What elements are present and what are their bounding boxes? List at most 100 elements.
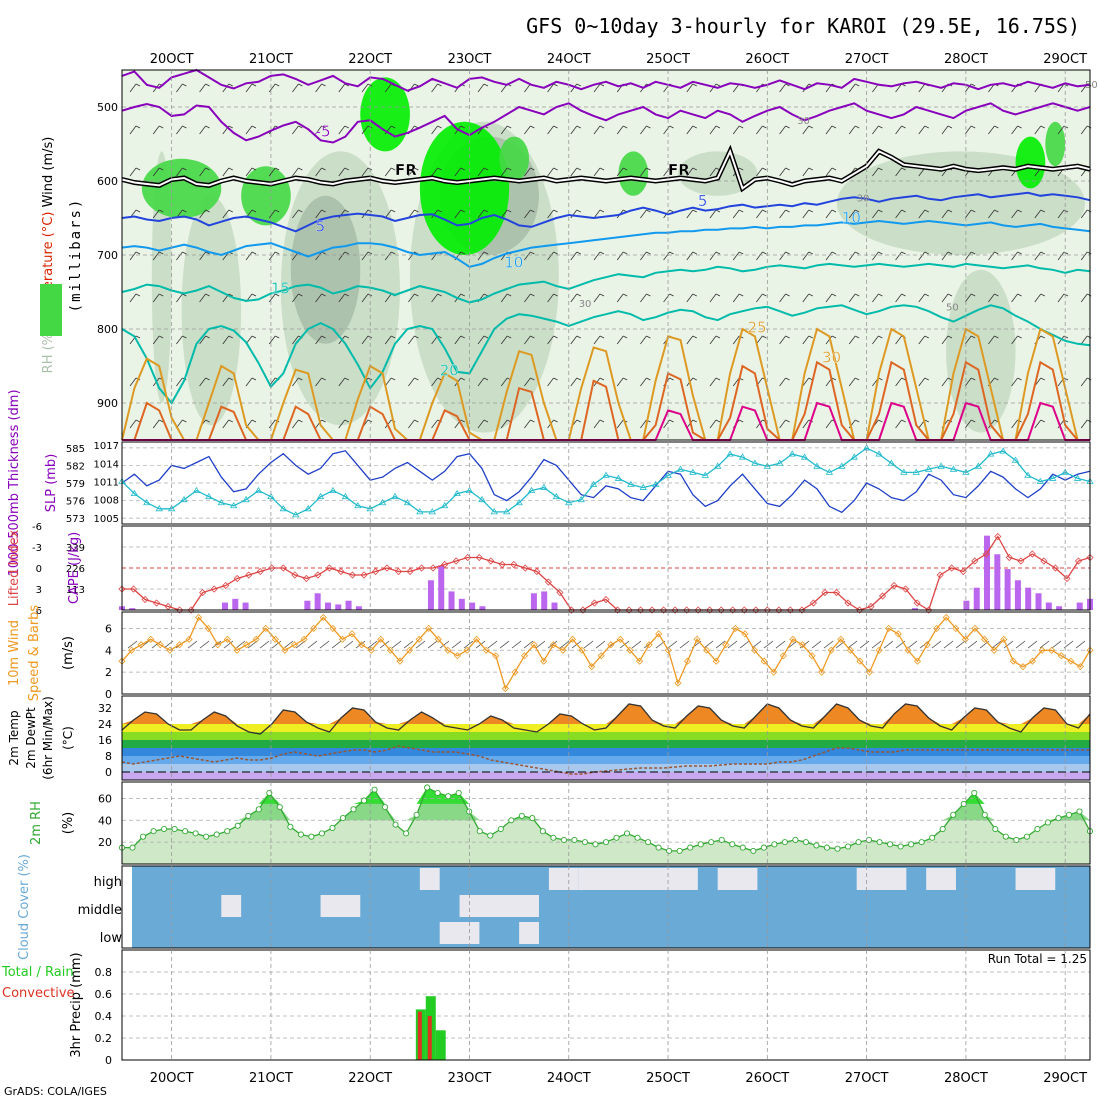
wind-barb	[785, 209, 790, 213]
wind-barb	[338, 167, 346, 177]
series-point	[952, 624, 960, 632]
series-point	[130, 489, 139, 497]
wind-barb	[779, 293, 786, 303]
wind-barb	[971, 419, 976, 423]
wind-barb	[251, 209, 257, 213]
series-point	[1028, 657, 1037, 665]
wind-barb	[1034, 293, 1042, 303]
wind-barb	[530, 377, 535, 381]
wind-barb	[292, 293, 299, 303]
rh-shade	[181, 195, 242, 426]
series-point	[1017, 557, 1025, 565]
x-tick-bottom: 23OCT	[448, 1071, 492, 1086]
wind-barb	[779, 83, 786, 93]
series-point	[137, 641, 145, 649]
y-tick: 0	[105, 688, 112, 701]
y-tick: 3	[36, 585, 42, 596]
rh-shade	[618, 151, 649, 196]
series-point	[129, 585, 138, 593]
wind-barb	[361, 335, 369, 345]
panel-frame	[121, 525, 1091, 611]
series-point	[192, 830, 199, 837]
wind-barb	[524, 419, 531, 429]
wind-barb	[616, 125, 624, 135]
series-point	[415, 635, 423, 643]
series-point	[1034, 825, 1041, 833]
rh-shade	[360, 77, 410, 152]
wind-barb	[315, 251, 322, 261]
wind-barb	[802, 125, 810, 135]
y-tick: 20	[98, 836, 112, 849]
wind-barb	[623, 167, 628, 171]
cape-bar	[314, 593, 321, 610]
precip-legend-conv: Convective	[2, 986, 75, 1001]
series-point	[875, 450, 883, 457]
wind-barb	[663, 419, 670, 429]
series-point	[256, 567, 264, 576]
cloud-clear-cell	[519, 922, 539, 944]
wind-barb	[825, 419, 833, 429]
wind-barb	[1017, 125, 1022, 129]
series-point	[403, 830, 410, 837]
wind-barb	[454, 167, 462, 177]
series-point	[614, 474, 623, 481]
x-tick-bottom: 25OCT	[646, 1071, 690, 1086]
panel-ylabel: 2m DewPt	[24, 707, 38, 769]
wind-barb	[971, 83, 976, 87]
series-point	[556, 588, 564, 597]
wind-barb	[338, 251, 346, 261]
x-tick-top: 23OCT	[448, 52, 492, 67]
wind-barb	[499, 640, 510, 649]
wind-barb	[268, 293, 276, 303]
cloud-clear-cell	[320, 895, 361, 917]
series-line	[122, 535, 1091, 611]
series-point	[676, 847, 683, 854]
series-point	[942, 613, 950, 622]
series-point	[478, 495, 486, 503]
wind-barb	[547, 293, 554, 303]
wind-barb	[182, 251, 187, 255]
wind-barb	[298, 377, 303, 381]
wind-barb	[129, 419, 137, 429]
series-point	[254, 486, 263, 493]
series-point	[455, 789, 462, 796]
y-tick: 226	[66, 564, 85, 575]
x-tick-bottom: 21OCT	[249, 1071, 293, 1086]
wind-barb	[756, 251, 763, 261]
panel-frame	[121, 441, 1091, 525]
temp-band	[122, 732, 1090, 740]
series-point	[1076, 808, 1083, 815]
cape-bar	[304, 600, 311, 610]
wind-barb	[576, 83, 581, 87]
series-point	[520, 652, 529, 660]
wind-barb	[129, 83, 137, 93]
wind-barb	[576, 335, 581, 339]
series-point	[213, 831, 220, 838]
wind-barb	[692, 209, 697, 213]
wind-barb	[901, 377, 906, 381]
wind-barb	[414, 377, 419, 381]
series-point	[961, 635, 969, 643]
wind-barb	[547, 167, 554, 177]
series-point	[775, 606, 783, 614]
series-point	[503, 508, 511, 515]
series-point	[808, 652, 816, 660]
wind-barb	[251, 83, 257, 87]
wind-barb	[408, 293, 415, 303]
series-point	[781, 839, 788, 846]
series-point	[844, 599, 852, 607]
wind-barb	[292, 167, 299, 177]
rh-shade	[419, 121, 510, 256]
wind-barb	[595, 640, 606, 649]
series-point	[713, 462, 722, 469]
wind-barb	[547, 209, 554, 219]
series-point	[567, 606, 575, 614]
wind-barb	[825, 335, 833, 345]
series-point	[637, 606, 645, 614]
wind-barb	[205, 251, 210, 255]
wind-barb	[205, 293, 210, 297]
cape-bar	[1056, 606, 1063, 610]
wind-barb	[343, 640, 354, 649]
series-point	[838, 462, 846, 469]
wind-barb	[1057, 209, 1065, 219]
